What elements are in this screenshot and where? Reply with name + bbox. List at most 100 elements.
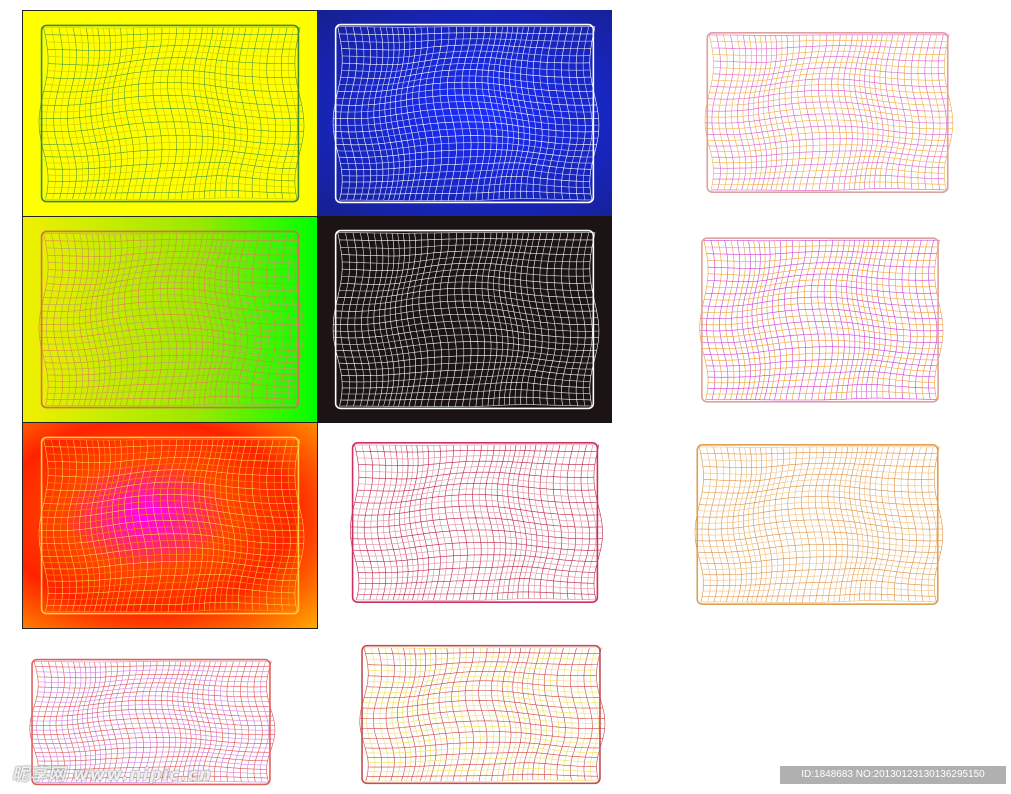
grid-line-horizontal: [339, 281, 593, 292]
grid-line-horizontal: [712, 67, 945, 76]
grid-line-horizontal: [42, 88, 301, 99]
grid-line-vertical: [412, 233, 423, 407]
grid-line-horizontal: [708, 138, 950, 147]
grid-line-horizontal: [45, 445, 299, 448]
grid-line-horizontal: [366, 680, 598, 688]
grid-line-horizontal: [694, 525, 943, 536]
grid-line-horizontal: [697, 544, 941, 553]
grid-line-horizontal: [36, 751, 269, 758]
grid-line-horizontal: [709, 34, 950, 36]
grid-line-horizontal: [712, 45, 947, 50]
grid-line-horizontal: [712, 181, 946, 185]
grid-line-horizontal: [32, 704, 272, 712]
grid-line-vertical: [382, 445, 393, 601]
grid-line-horizontal: [39, 107, 304, 120]
grid-line-vertical: [412, 27, 423, 201]
grid-line-horizontal: [47, 269, 296, 279]
grid-line-vertical: [736, 240, 746, 400]
grid-line-horizontal: [358, 572, 595, 579]
grid-line-horizontal: [45, 33, 299, 36]
grid-line-vertical: [561, 26, 571, 200]
grid-line-vertical: [484, 647, 494, 782]
grid-line-horizontal: [360, 720, 605, 729]
grid-line-horizontal: [701, 333, 943, 344]
grid-line-horizontal: [45, 403, 298, 407]
grid-line-horizontal: [696, 507, 941, 518]
grid-line-vertical: [570, 647, 580, 781]
grid-line-horizontal: [39, 101, 303, 113]
grid-line-horizontal: [355, 554, 598, 562]
grid-line-vertical: [152, 439, 163, 612]
grid-line-vertical: [391, 647, 401, 782]
grid-line-horizontal: [701, 302, 942, 313]
grid-line-horizontal: [705, 101, 952, 112]
grid-border: [696, 444, 939, 605]
grid-line-vertical: [737, 35, 747, 191]
grid-line-horizontal: [35, 746, 271, 753]
grid-line-horizontal: [29, 718, 275, 726]
grid-line-horizontal: [338, 149, 594, 158]
grid-line-horizontal: [46, 451, 298, 456]
grid-line-vertical: [526, 232, 537, 405]
grid-line-horizontal: [337, 348, 596, 358]
grid-line-vertical: [487, 26, 498, 201]
grid-line-vertical: [732, 447, 742, 603]
grid-line-vertical: [432, 648, 442, 782]
grid-line-horizontal: [366, 747, 599, 754]
grid-line-horizontal: [340, 244, 593, 249]
grid-border: [40, 436, 300, 615]
grid-line-horizontal: [367, 752, 598, 758]
grid-line-horizontal: [42, 294, 301, 305]
grid-line-vertical: [464, 647, 474, 782]
grid-line-vertical: [801, 446, 811, 603]
grid-line-horizontal: [333, 320, 599, 332]
grid-line-vertical: [388, 445, 398, 601]
grid-line-horizontal: [364, 647, 602, 649]
grid-line-horizontal: [358, 477, 595, 486]
grid-line-vertical: [573, 444, 583, 600]
grid-line-vertical: [187, 233, 197, 406]
grid-line-horizontal: [358, 460, 595, 466]
grid-line-horizontal: [40, 506, 302, 518]
grid-line-vertical: [167, 439, 177, 612]
grid-line-horizontal: [702, 457, 937, 462]
grid-line-horizontal: [362, 731, 603, 739]
grid-line-horizontal: [336, 294, 596, 305]
grid-border: [334, 23, 595, 204]
grid-line-vertical: [731, 240, 741, 400]
grid-line-vertical: [539, 232, 550, 405]
grid-line-vertical: [568, 26, 579, 200]
wireframe-grid: [38, 24, 305, 203]
grid-line-horizontal: [707, 371, 935, 378]
grid-line-horizontal: [366, 656, 599, 661]
grid-line-vertical: [361, 26, 371, 201]
grid-border: [351, 442, 599, 603]
grid-line-vertical: [927, 446, 937, 602]
grid-line-vertical: [237, 27, 248, 198]
grid-line-vertical: [485, 444, 495, 601]
grid-line-horizontal: [707, 89, 950, 100]
grid-line-vertical: [908, 240, 918, 399]
grid-line-vertical: [367, 232, 378, 407]
grid-line-vertical: [266, 27, 277, 199]
grid-line-vertical: [394, 445, 404, 601]
grid-line-horizontal: [38, 765, 267, 770]
grid-line-horizontal: [340, 69, 591, 79]
grid-line-horizontal: [36, 669, 269, 673]
grid-line-horizontal: [38, 678, 267, 684]
grid-line-horizontal: [707, 384, 935, 389]
wireframe-grid: [699, 237, 944, 403]
grid-line-horizontal: [43, 27, 301, 29]
grid-line-vertical: [354, 26, 365, 201]
grid-line-vertical: [198, 439, 209, 611]
grid-line-horizontal: [43, 288, 299, 299]
grid-line-vertical: [914, 446, 924, 602]
grid-line-horizontal: [341, 269, 591, 278]
grid-line-horizontal: [32, 737, 273, 745]
grid-line-horizontal: [357, 560, 597, 568]
grid-line-vertical: [502, 444, 512, 600]
grid-line-horizontal: [703, 239, 940, 242]
id-stamp: ID:1848683 NO:20130123130136295150: [780, 766, 1006, 784]
grid-line-vertical: [496, 647, 506, 782]
grid-line-vertical: [90, 233, 101, 406]
